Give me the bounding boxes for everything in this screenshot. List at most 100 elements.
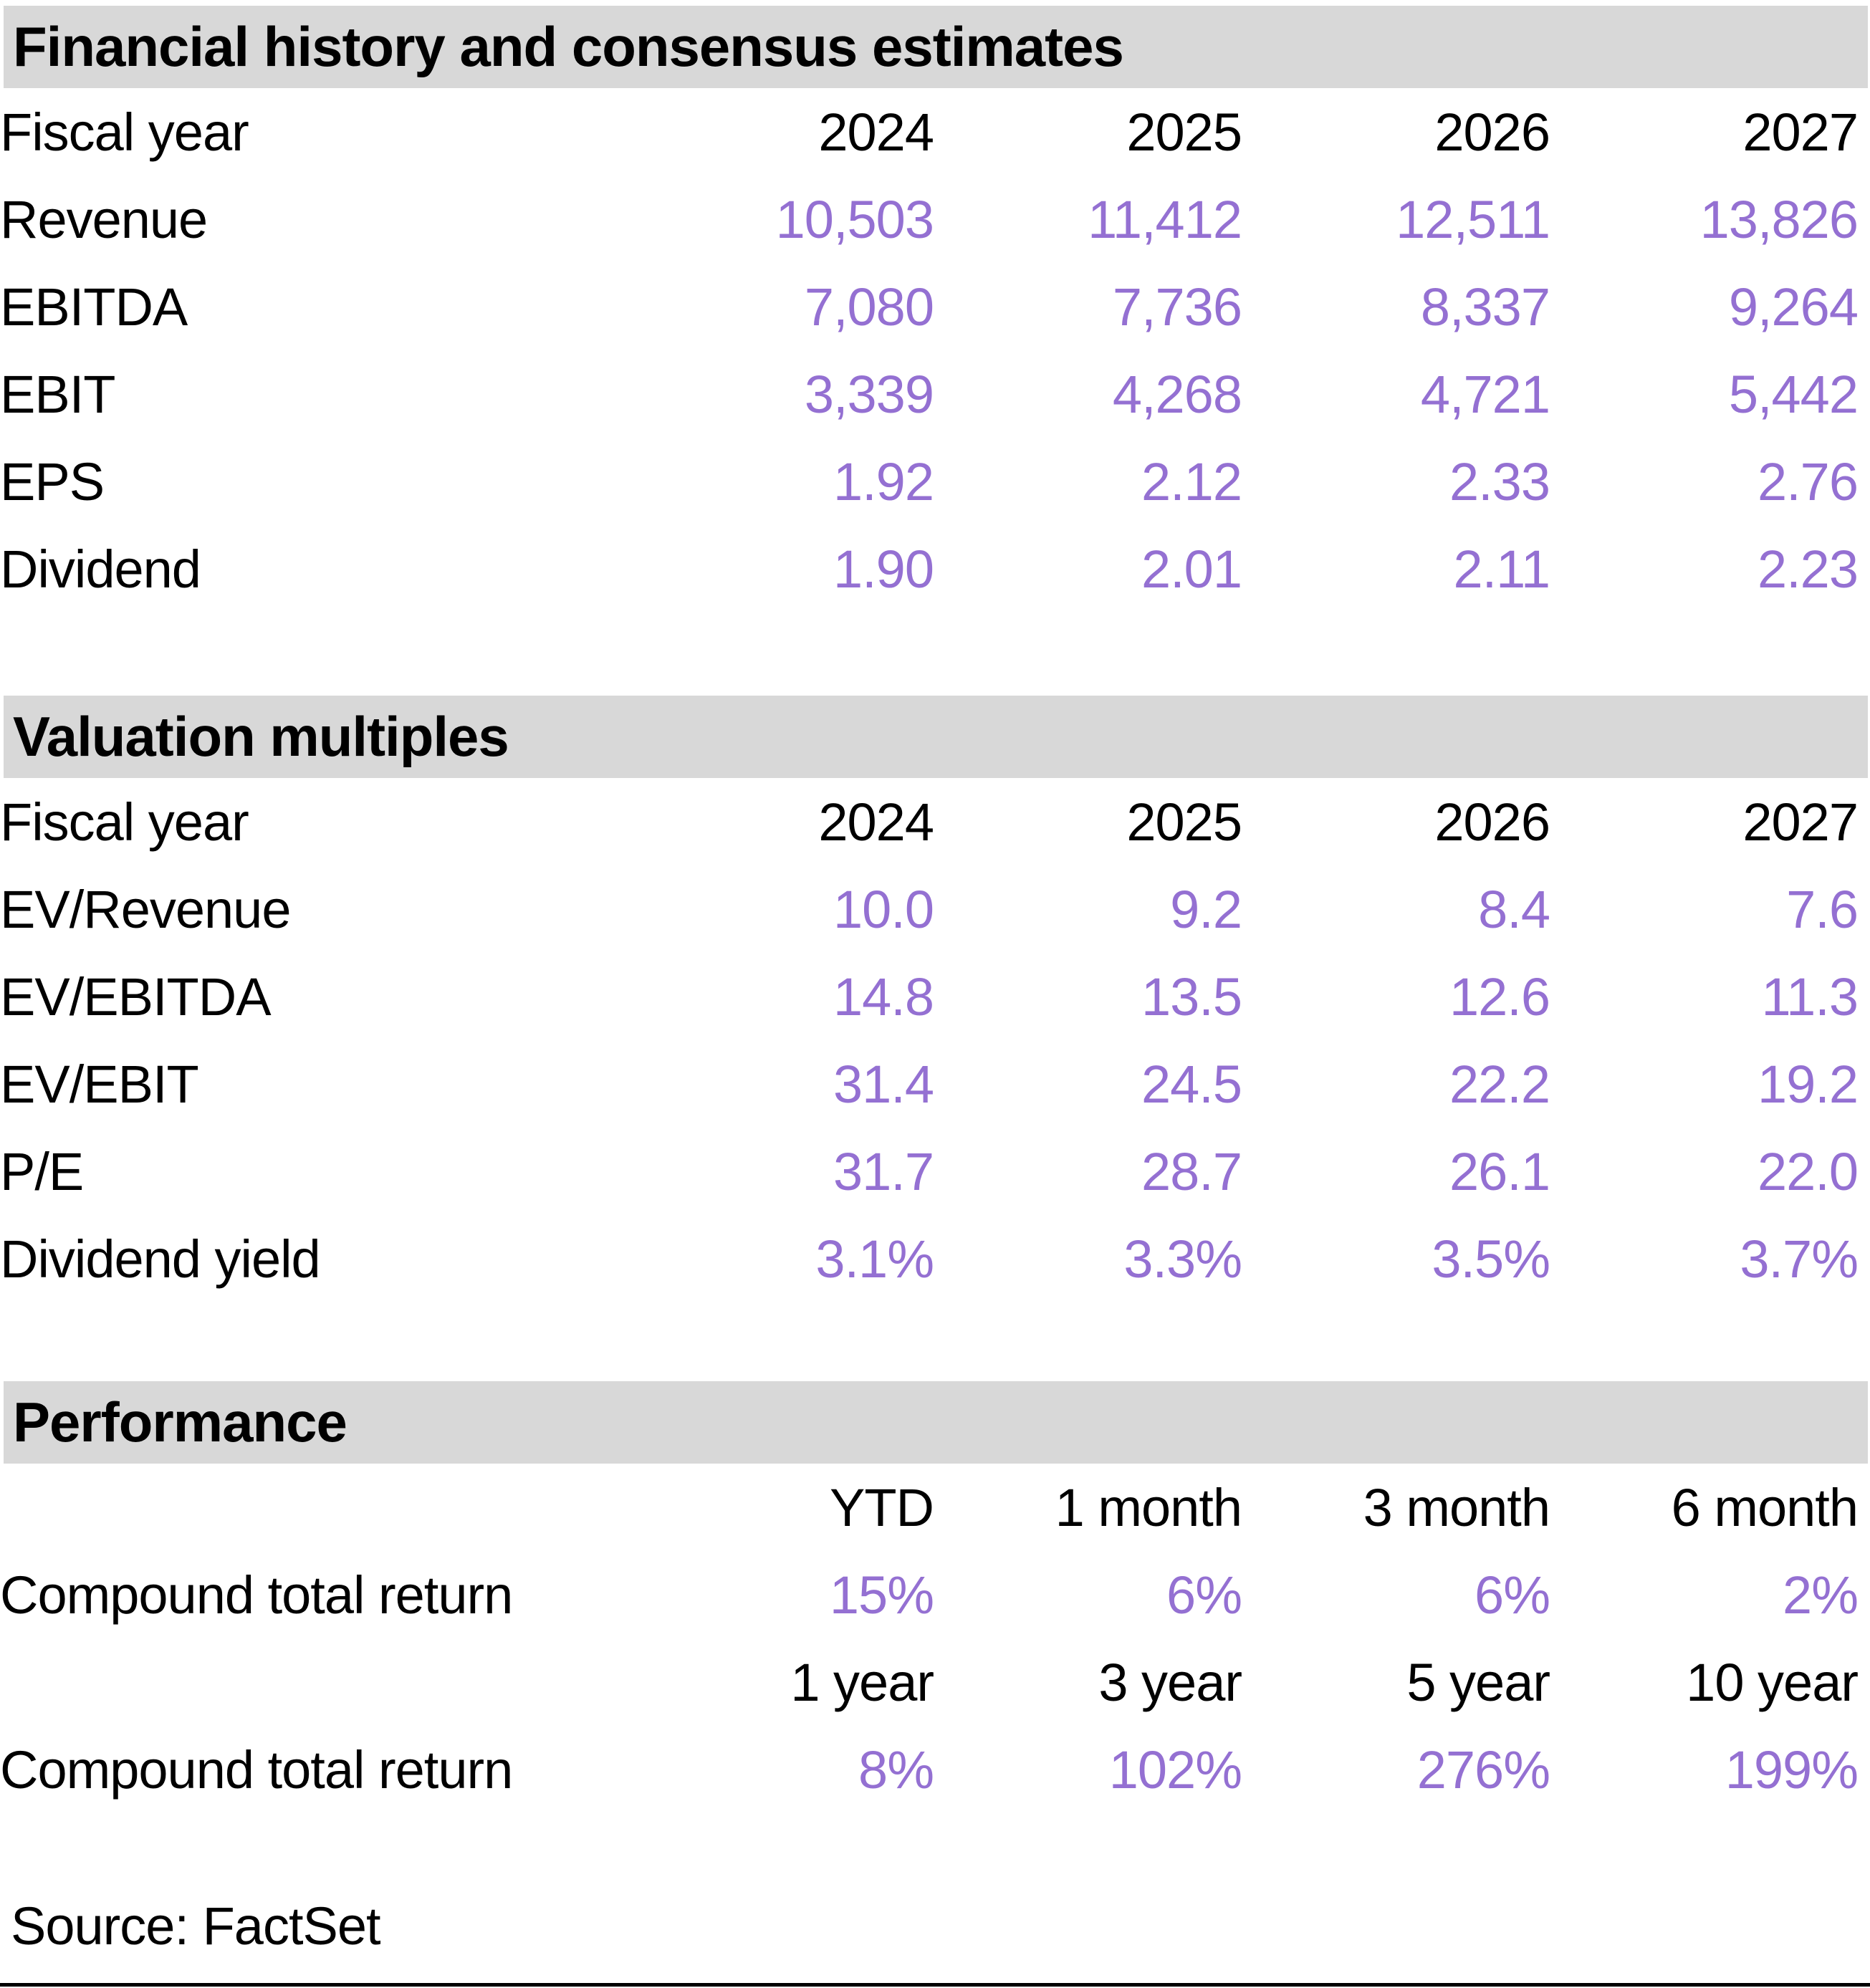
value-cell: 5,442 (1728, 364, 1859, 424)
year-header-cell: 2026 (1434, 102, 1550, 162)
value-cell: 7.6 (1786, 879, 1859, 939)
period-header-cell: 3 month (1363, 1477, 1550, 1537)
period-header-cell: 10 year (1686, 1652, 1859, 1712)
period-header-cell: 1 year (790, 1652, 934, 1712)
value-cell: 31.7 (833, 1141, 934, 1201)
table-row: EBIT 3,339 4,268 4,721 5,442 (0, 350, 1859, 438)
table-row: EV/EBITDA 14.8 13.5 12.6 11.3 (0, 953, 1859, 1040)
financial-history-table: Fiscal year 2024 2025 2026 2027 Revenue … (0, 88, 1859, 613)
metric-label: Revenue (0, 189, 208, 249)
metric-label: EBIT (0, 364, 115, 424)
table-header-row: Fiscal year 2024 2025 2026 2027 (0, 778, 1859, 865)
valuation-multiples-section: Valuation multiples Fiscal year 2024 202… (0, 696, 1870, 1302)
value-cell: 10.0 (833, 879, 934, 939)
value-cell: 9.2 (1170, 879, 1242, 939)
period-header-cell: YTD (830, 1477, 934, 1537)
period-header-cell: 5 year (1406, 1652, 1550, 1712)
table-row: Revenue 10,503 11,412 12,511 13,826 (0, 176, 1859, 263)
empty-cell (0, 1638, 625, 1726)
value-cell: 28.7 (1141, 1141, 1242, 1201)
table-header-row: Fiscal year 2024 2025 2026 2027 (0, 88, 1859, 176)
value-cell: 2.01 (1141, 539, 1242, 599)
metric-label: P/E (0, 1141, 84, 1201)
metric-label: Compound total return (0, 1565, 513, 1625)
value-cell: 7,736 (1112, 277, 1242, 337)
period-header-row: 1 year 3 year 5 year 10 year (0, 1638, 1859, 1726)
period-header-cell: 3 year (1098, 1652, 1242, 1712)
value-cell: 22.0 (1757, 1141, 1859, 1201)
period-header-cell: 6 month (1671, 1477, 1859, 1537)
performance-section: Performance YTD 1 month 3 month 6 month … (0, 1381, 1870, 1813)
metric-label: EBITDA (0, 277, 188, 337)
value-cell: 6% (1166, 1565, 1242, 1625)
value-cell: 3.1% (815, 1229, 934, 1289)
table-row: Compound total return 8% 102% 276% 199% (0, 1726, 1859, 1813)
section-header-band: Performance (4, 1381, 1868, 1464)
year-header-cell: 2027 (1742, 102, 1859, 162)
table-row: Compound total return 15% 6% 6% 2% (0, 1551, 1859, 1638)
value-cell: 276% (1416, 1739, 1550, 1800)
value-cell: 8,337 (1420, 277, 1550, 337)
fiscal-year-label: Fiscal year (0, 792, 249, 852)
value-cell: 12,511 (1396, 189, 1550, 249)
value-cell: 102% (1108, 1739, 1242, 1800)
metric-label: Compound total return (0, 1739, 513, 1800)
bottom-divider-line (0, 1983, 1870, 1987)
value-cell: 9,264 (1728, 277, 1859, 337)
value-cell: 2.23 (1757, 539, 1859, 599)
value-cell: 7,080 (804, 277, 934, 337)
value-cell: 31.4 (833, 1054, 934, 1114)
value-cell: 11,412 (1088, 189, 1242, 249)
table-row: P/E 31.7 28.7 26.1 22.0 (0, 1128, 1859, 1215)
value-cell: 13.5 (1141, 966, 1242, 1027)
value-cell: 22.2 (1449, 1054, 1550, 1114)
period-header-cell: 1 month (1055, 1477, 1242, 1537)
section-header-band: Financial history and consensus estimate… (4, 6, 1868, 88)
metric-label: EV/Revenue (0, 879, 292, 939)
year-header-cell: 2027 (1742, 792, 1859, 852)
table-row: EV/Revenue 10.0 9.2 8.4 7.6 (0, 865, 1859, 953)
empty-cell (0, 1464, 625, 1551)
valuation-multiples-table: Fiscal year 2024 2025 2026 2027 EV/Reven… (0, 778, 1859, 1302)
table-row: EBITDA 7,080 7,736 8,337 9,264 (0, 263, 1859, 350)
metric-label: EV/EBIT (0, 1054, 199, 1114)
value-cell: 11.3 (1761, 966, 1859, 1027)
fiscal-year-label: Fiscal year (0, 102, 249, 162)
value-cell: 4,721 (1420, 364, 1550, 424)
table-row: EPS 1.92 2.12 2.33 2.76 (0, 438, 1859, 525)
table-row: EV/EBIT 31.4 24.5 22.2 19.2 (0, 1040, 1859, 1128)
value-cell: 12.6 (1449, 966, 1550, 1027)
value-cell: 2.11 (1453, 539, 1550, 599)
metric-label: Dividend yield (0, 1229, 321, 1289)
value-cell: 2.33 (1449, 451, 1550, 512)
section-title: Valuation multiples (13, 705, 509, 768)
value-cell: 6% (1475, 1565, 1550, 1625)
section-title: Financial history and consensus estimate… (13, 15, 1124, 78)
value-cell: 2.12 (1141, 451, 1242, 512)
value-cell: 14.8 (833, 966, 934, 1027)
value-cell: 1.92 (833, 451, 934, 512)
year-header-cell: 2024 (818, 792, 934, 852)
value-cell: 3,339 (804, 364, 934, 424)
table-row: Dividend yield 3.1% 3.3% 3.5% 3.7% (0, 1215, 1859, 1302)
year-header-cell: 2025 (1126, 102, 1242, 162)
year-header-cell: 2026 (1434, 792, 1550, 852)
section-title: Performance (13, 1391, 347, 1454)
year-header-cell: 2025 (1126, 792, 1242, 852)
value-cell: 199% (1725, 1739, 1859, 1800)
financial-history-section: Financial history and consensus estimate… (0, 6, 1870, 613)
section-header-band: Valuation multiples (4, 696, 1868, 778)
value-cell: 2.76 (1757, 451, 1859, 512)
value-cell: 15% (829, 1565, 934, 1625)
source-note: Source: FactSet (11, 1896, 381, 1956)
metric-label: EPS (0, 451, 105, 512)
table-row: Dividend 1.90 2.01 2.11 2.23 (0, 525, 1859, 613)
value-cell: 26.1 (1449, 1141, 1550, 1201)
value-cell: 19.2 (1757, 1054, 1859, 1114)
value-cell: 24.5 (1141, 1054, 1242, 1114)
year-header-cell: 2024 (818, 102, 934, 162)
value-cell: 1.90 (833, 539, 934, 599)
metric-label: Dividend (0, 539, 201, 599)
period-header-row: YTD 1 month 3 month 6 month (0, 1464, 1859, 1551)
value-cell: 3.3% (1123, 1229, 1242, 1289)
